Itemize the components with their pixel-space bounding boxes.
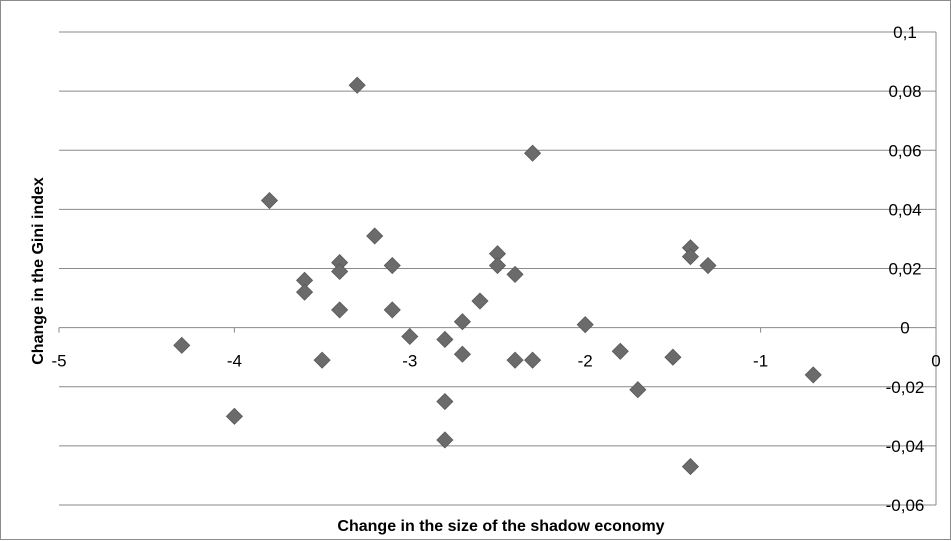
y-tick-label: 0,02 (888, 260, 921, 279)
data-point (436, 431, 454, 449)
data-point (506, 265, 524, 283)
data-point (331, 262, 349, 281)
y-tick-label: 0,08 (888, 82, 921, 101)
data-point (488, 256, 507, 275)
y-tick-label: 0,04 (888, 200, 921, 219)
y-tick-label: -0,06 (886, 496, 925, 515)
data-point (295, 283, 314, 301)
x-tick-label: -4 (227, 352, 242, 371)
data-point (331, 301, 349, 319)
data-point (453, 313, 471, 331)
y-tick-label: 0,1 (893, 23, 917, 42)
data-point (681, 248, 700, 266)
y-axis-title: Change in the Gini index (30, 177, 47, 365)
y-tick-label: -0,04 (886, 437, 925, 456)
data-point (524, 351, 542, 369)
data-point (699, 256, 717, 275)
data-point (383, 301, 401, 319)
data-point (506, 351, 524, 369)
data-point (260, 191, 279, 210)
x-tick-label: -1 (753, 352, 768, 371)
y-tick-label: 0,06 (888, 141, 921, 160)
y-tick-label: -0,02 (886, 378, 925, 397)
data-point (401, 327, 419, 346)
data-point (611, 342, 629, 360)
data-point (681, 458, 700, 476)
data-point (576, 316, 594, 334)
data-points (173, 76, 822, 476)
x-tick-label: -3 (402, 352, 417, 371)
data-point (225, 407, 243, 425)
data-point (471, 292, 489, 310)
data-point (173, 336, 191, 354)
data-point (664, 348, 682, 366)
x-tick-label: 0 (931, 352, 940, 371)
data-point (313, 351, 331, 369)
x-tick-label: -2 (578, 352, 593, 371)
y-tick-label: 0 (900, 319, 909, 338)
data-point (629, 381, 647, 399)
data-point (804, 366, 822, 384)
data-point (436, 392, 454, 411)
data-point (348, 76, 366, 94)
data-point (524, 144, 542, 162)
tick-labels: 0,1 0,08 0,06 0,04 0,02 0 -0,02 -0,04 -0,06 -5 -4 -… (51, 23, 940, 515)
data-point (366, 227, 384, 245)
data-point (436, 330, 454, 349)
data-point (383, 256, 401, 275)
x-axis-title: Change in the size of the shadow economy (337, 518, 664, 535)
data-point (453, 345, 471, 363)
x-tick-label: -5 (51, 352, 66, 371)
